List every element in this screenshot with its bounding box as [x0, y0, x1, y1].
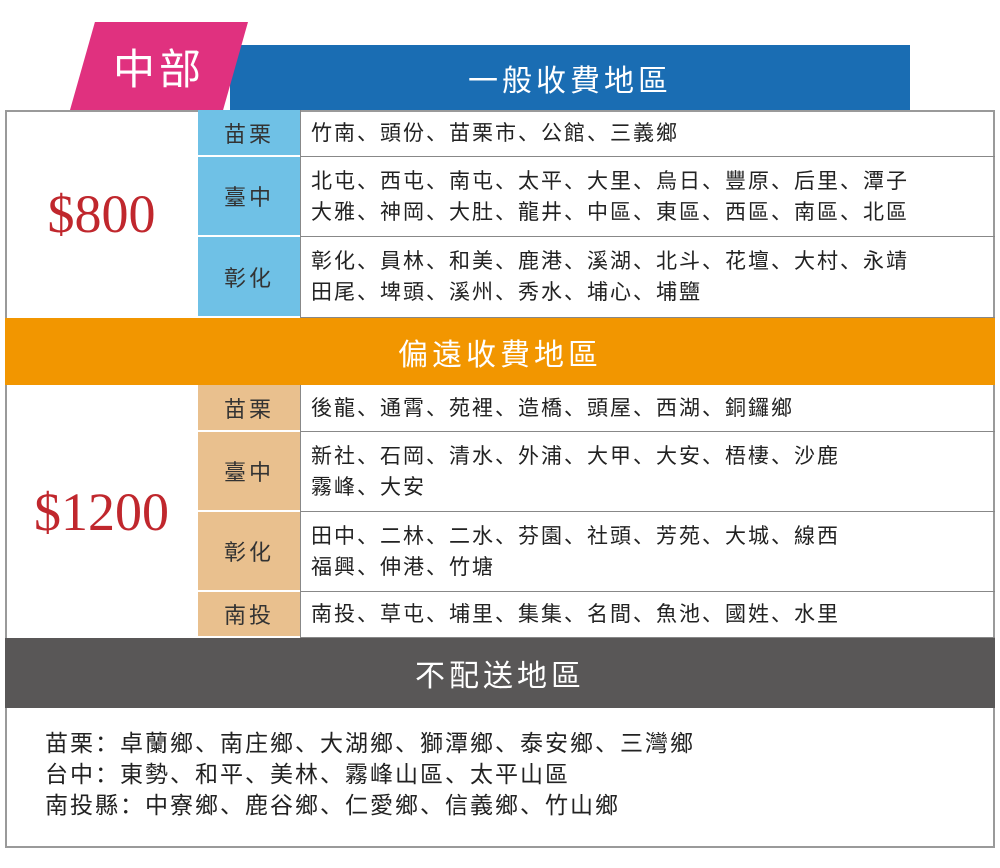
section-title-bar: 偏遠收費地區	[5, 318, 995, 385]
towns-cell: 北屯、西屯、南屯、太平、大里、烏日、豐原、后里、潭子 大雅、神岡、大肚、龍井、中區…	[300, 157, 995, 237]
no-delivery-line: 台中：東勢、和平、美林、霧峰山區、太平山區	[45, 762, 570, 788]
section-title: 一般收費地區	[468, 63, 672, 99]
towns-cell: 田中、二林、二水、芬園、社頭、芳苑、大城、線西 福興、伸港、竹塘	[300, 512, 995, 592]
area-cell: 臺中	[198, 432, 300, 512]
towns-line: 後龍、通霄、苑裡、造橋、頭屋、西湖、銅鑼鄉	[311, 395, 794, 420]
towns-line: 竹南、頭份、苗栗市、公館、三義鄉	[311, 120, 679, 145]
area-cell: 彰化	[198, 512, 300, 592]
towns-line: 霧峰、大安	[311, 474, 426, 499]
towns-cell: 後龍、通霄、苑裡、造橋、頭屋、西湖、銅鑼鄉	[300, 385, 995, 432]
towns-line: 田尾、埤頭、溪州、秀水、埔心、埔鹽	[311, 280, 702, 304]
region-tab: 中部	[70, 22, 248, 110]
towns-line: 大雅、神岡、大肚、龍井、中區、東區、西區、南區、北區	[311, 199, 909, 224]
area-cell: 苗栗	[198, 385, 300, 432]
no-delivery-bar: 不配送地區	[5, 638, 995, 708]
towns-line: 北屯、西屯、南屯、太平、大里、烏日、豐原、后里、潭子	[311, 168, 909, 193]
towns-line: 福興、伸港、竹塘	[311, 554, 495, 579]
area-cell: 南投	[198, 592, 300, 638]
towns-line: 南投、草屯、埔里、集集、名間、魚池、國姓、水里	[311, 602, 840, 626]
area-cell: 彰化	[198, 237, 300, 318]
towns-cell: 彰化、員林、和美、鹿港、溪湖、北斗、花壇、大村、永靖 田尾、埤頭、溪州、秀水、埔心…	[300, 237, 995, 318]
outer-frame	[5, 110, 995, 848]
title-bar	[230, 45, 910, 110]
towns-cell: 新社、石岡、清水、外浦、大甲、大安、梧棲、沙鹿 霧峰、大安	[300, 432, 995, 512]
towns-cell: 竹南、頭份、苗栗市、公館、三義鄉	[300, 110, 995, 157]
price: $1200	[34, 481, 169, 542]
area-cell: 苗栗	[198, 110, 300, 157]
towns-line: 田中、二林、二水、芬園、社頭、芳苑、大城、線西	[311, 523, 840, 548]
towns-line: 彰化、員林、和美、鹿港、溪湖、北斗、花壇、大村、永靖	[311, 249, 909, 273]
towns-line: 新社、石岡、清水、外浦、大甲、大安、梧棲、沙鹿	[311, 443, 840, 468]
price: $800	[47, 184, 156, 244]
towns-cell: 南投、草屯、埔里、集集、名間、魚池、國姓、水里	[300, 592, 995, 638]
area-cell: 臺中	[198, 157, 300, 237]
no-delivery-line: 苗栗：卓蘭鄉、南庄鄉、大湖鄉、獅潭鄉、泰安鄉、三灣鄉	[45, 731, 695, 757]
no-delivery-line: 南投縣：中寮鄉、鹿谷鄉、仁愛鄉、信義鄉、竹山鄉	[45, 793, 620, 819]
